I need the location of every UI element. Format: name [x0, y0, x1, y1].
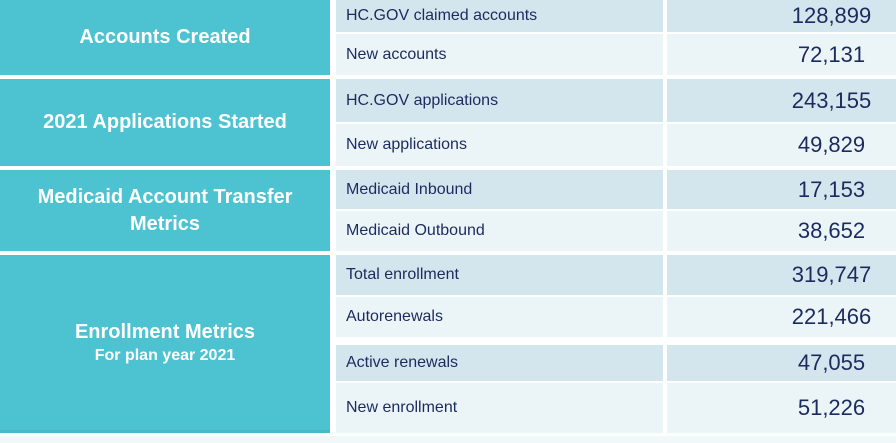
table-row-new-accounts: New accounts 72,131 — [336, 34, 896, 75]
metric-label: New accounts — [346, 45, 447, 63]
metric-label: New applications — [346, 136, 467, 153]
category-enrollment-metrics: Enrollment Metrics For plan year 2021 — [0, 255, 330, 433]
table-row-new-enrollment: New enrollment 51,226 — [336, 383, 896, 433]
metric-label: Total enrollment — [346, 266, 459, 283]
table-row-medicaid-outbound: Medicaid Outbound 38,652 — [336, 211, 896, 251]
table-row-hcgov-claimed-accounts: HC.GOV claimed accounts 128,899 — [336, 0, 896, 32]
metric-value: 49,829 — [663, 124, 896, 166]
metric-value: 243,155 — [663, 79, 896, 122]
metric-label: Autorenewals — [346, 308, 443, 325]
metric-value: 47,055 — [663, 345, 896, 381]
metric-value: 17,153 — [663, 170, 896, 209]
category-accounts-created: Accounts Created — [0, 0, 330, 75]
metric-label: Active renewals — [346, 354, 459, 371]
metric-value: 51,226 — [663, 383, 896, 433]
metric-label: Medicaid Inbound — [346, 180, 473, 198]
metric-value: 319,747 — [663, 255, 896, 295]
table-row-hcgov-applications: HC.GOV applications 243,155 — [336, 79, 896, 122]
metric-value: 72,131 — [663, 34, 896, 75]
metric-label: New enrollment — [346, 399, 458, 416]
category-title: Medicaid Account Transfer Metrics — [37, 185, 293, 235]
metric-label: HC.GOV applications — [346, 91, 499, 109]
metric-label: HC.GOV claimed accounts — [346, 7, 538, 24]
category-title: Enrollment Metrics — [74, 321, 256, 343]
category-title: Accounts Created — [79, 26, 251, 48]
category-2021-applications-started: 2021 Applications Started — [0, 79, 330, 166]
metric-value: 38,652 — [663, 211, 896, 251]
category-title: 2021 Applications Started — [43, 111, 287, 133]
bottom-edge — [0, 436, 896, 443]
table-row-active-renewals: Active renewals 47,055 — [336, 345, 896, 381]
metric-value: 128,899 — [663, 0, 896, 32]
table-row-new-applications: New applications 49,829 — [336, 124, 896, 166]
metric-label: Medicaid Outbound — [346, 222, 485, 239]
table-row-autorenewals: Autorenewals 221,466 — [336, 297, 896, 337]
metric-value: 221,466 — [663, 297, 896, 337]
category-subtitle: For plan year 2021 — [94, 347, 236, 364]
table-row-medicaid-inbound: Medicaid Inbound 17,153 — [336, 170, 896, 209]
category-medicaid-account-transfer-metrics: Medicaid Account Transfer Metrics — [0, 170, 330, 251]
table-row-total-enrollment: Total enrollment 319,747 — [336, 255, 896, 295]
